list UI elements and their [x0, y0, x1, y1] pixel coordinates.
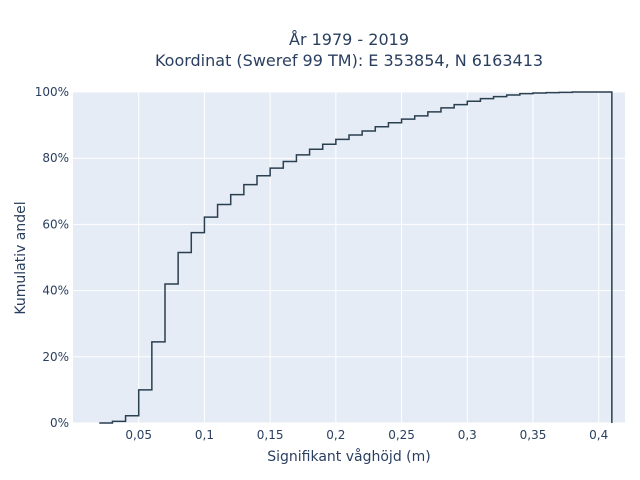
y-axis-title: Kumulativ andel	[13, 201, 29, 314]
chart-title-line-2: Koordinat (Sweref 99 TM): E 353854, N 61…	[155, 51, 543, 70]
x-tick-label: 0,05	[125, 428, 152, 442]
y-tick-label: 0%	[50, 416, 69, 430]
y-tick-label: 100%	[35, 85, 69, 99]
series-layer	[99, 91, 613, 424]
x-tick-label: 0,2	[326, 428, 345, 442]
x-axis-title: Signifikant våghöjd (m)	[267, 448, 430, 465]
x-tick-label: 0,25	[388, 428, 415, 442]
x-tick-label: 0,3	[458, 428, 477, 442]
y-tick-label: 20%	[42, 350, 69, 364]
tick-layer: 0,05 0,1 0,15 0,2 0,25 0,3 0,35 0,4 0% 20% 40% 60% 8…	[35, 85, 609, 442]
x-tick-label: 0,15	[257, 428, 284, 442]
x-tick-label: 0,35	[520, 428, 547, 442]
x-tick-label: 0,1	[195, 428, 214, 442]
y-tick-label: 80%	[42, 151, 69, 165]
grid-layer	[73, 91, 625, 424]
y-tick-label: 40%	[42, 284, 69, 298]
cdf-step-line	[99, 91, 613, 424]
y-tick-label: 60%	[42, 217, 69, 231]
x-tick-label: 0,4	[589, 428, 608, 442]
plot-area	[73, 92, 625, 423]
chart-title-line-1: År 1979 - 2019	[289, 30, 409, 49]
